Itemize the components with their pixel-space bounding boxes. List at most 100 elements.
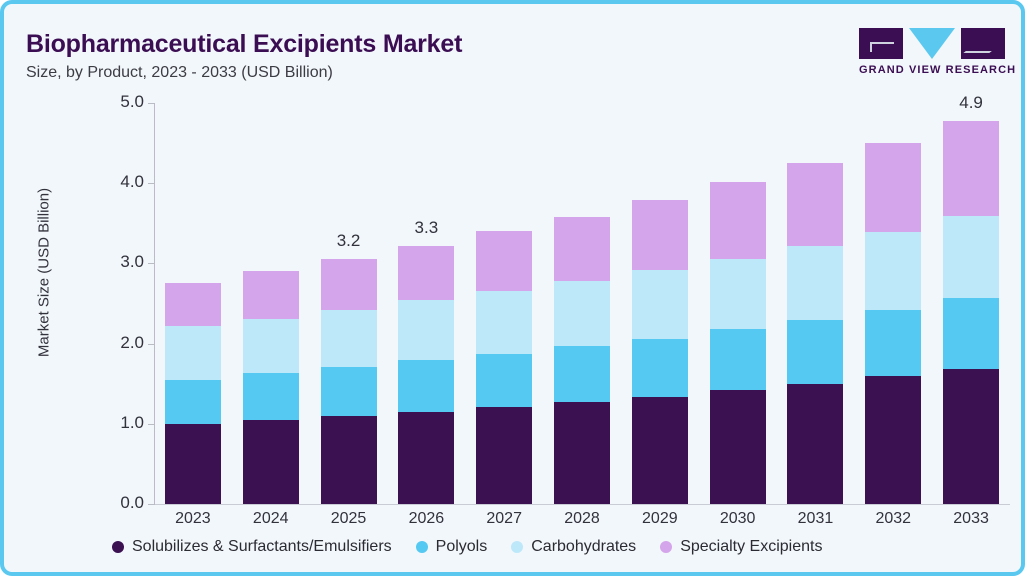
bar-segment[interactable] bbox=[943, 369, 1000, 504]
bar-segment[interactable] bbox=[554, 216, 610, 282]
bar-segment[interactable] bbox=[631, 396, 688, 504]
bar-value-label: 3.3 bbox=[414, 217, 439, 237]
bar-segment[interactable] bbox=[865, 232, 922, 310]
stacked-bar-chart: Market Size (USD Billion) 0.0 1.0 2.0 3.0 4.… bbox=[4, 4, 1021, 572]
bar-segment[interactable] bbox=[242, 271, 299, 319]
bar-stack[interactable] bbox=[554, 216, 610, 504]
bar-segment[interactable] bbox=[476, 354, 533, 407]
x-axis-tick-label: 2029 bbox=[642, 510, 678, 527]
x-axis-tick-label: 2032 bbox=[875, 510, 912, 527]
legend-label: Solubilizes & Surfactants/Emulsifiers bbox=[132, 538, 392, 555]
bar-stack[interactable] bbox=[787, 163, 844, 504]
bar-stack[interactable] bbox=[476, 231, 533, 504]
bar-segment[interactable] bbox=[865, 143, 922, 233]
y-axis-tick-label: 4.0 bbox=[120, 172, 144, 192]
bar-segment[interactable] bbox=[865, 376, 922, 504]
bar-segment[interactable] bbox=[242, 419, 299, 504]
bar-segment[interactable] bbox=[709, 258, 766, 330]
bar-segment[interactable] bbox=[164, 423, 221, 504]
bar-segment[interactable] bbox=[320, 259, 377, 310]
bar-stack[interactable] bbox=[398, 245, 455, 504]
x-axis-tick-label: 2026 bbox=[408, 510, 445, 527]
bar-segment[interactable] bbox=[631, 269, 688, 339]
legend-color-dot-icon bbox=[415, 541, 428, 553]
bar-segment[interactable] bbox=[709, 182, 766, 259]
bar-segment[interactable] bbox=[476, 406, 533, 504]
bar-segment[interactable] bbox=[320, 415, 377, 504]
legend-color-dot-icon bbox=[511, 541, 524, 553]
x-axis-line bbox=[154, 504, 1010, 505]
bar-segment[interactable] bbox=[554, 346, 610, 403]
x-axis-tick-label: 2031 bbox=[797, 510, 834, 527]
y-axis-tick-label: 2.0 bbox=[120, 332, 144, 352]
y-axis-tick-mark bbox=[148, 263, 155, 265]
bar-value-label: 4.9 bbox=[959, 93, 983, 113]
bar-segment[interactable] bbox=[320, 309, 377, 367]
y-axis-tick-mark bbox=[148, 423, 155, 425]
bar-segment[interactable] bbox=[398, 411, 455, 504]
x-axis-tick-label: 2027 bbox=[486, 510, 522, 527]
x-axis-tick-label: 2024 bbox=[252, 510, 289, 527]
legend-item[interactable]: Polyols bbox=[415, 538, 488, 556]
legend-item[interactable]: Solubilizes & Surfactants/Emulsifiers bbox=[112, 538, 392, 556]
bar-segment[interactable] bbox=[787, 383, 844, 504]
bar-segment[interactable] bbox=[787, 163, 844, 246]
y-axis-tick-label: 1.0 bbox=[120, 412, 144, 432]
bar-value-label: 3.2 bbox=[336, 231, 361, 251]
bar-segment[interactable] bbox=[164, 283, 221, 326]
x-axis-tick-label: 2033 bbox=[953, 510, 989, 527]
logo-g-block-icon bbox=[859, 28, 903, 59]
legend-color-dot-icon bbox=[112, 541, 124, 553]
bar-segment[interactable] bbox=[943, 216, 1000, 298]
bar-segment[interactable] bbox=[242, 318, 299, 374]
y-axis-tick-mark bbox=[148, 103, 155, 104]
grand-view-research-logo: GRAND VIEW RESEARCH bbox=[859, 28, 1017, 80]
bar-stack[interactable] bbox=[631, 200, 688, 504]
bar-segment[interactable] bbox=[476, 231, 533, 291]
bar-segment[interactable] bbox=[164, 325, 221, 380]
bar-segment[interactable] bbox=[709, 390, 766, 504]
logo-wordmark: GRAND VIEW RESEARCH bbox=[859, 64, 1017, 76]
x-axis-tick-label: 2030 bbox=[719, 510, 756, 527]
bar-segment[interactable] bbox=[242, 373, 299, 420]
x-axis-tick-label: 2023 bbox=[175, 510, 211, 527]
bar-segment[interactable] bbox=[943, 121, 1000, 217]
bar-segment[interactable] bbox=[865, 309, 922, 377]
bar-stack[interactable] bbox=[164, 283, 221, 504]
chart-legend: Solubilizes & Surfactants/Emulsifiers Pol… bbox=[112, 538, 822, 556]
bar-stack[interactable] bbox=[242, 271, 299, 504]
bar-segment[interactable] bbox=[787, 320, 844, 384]
bar-segment[interactable] bbox=[787, 245, 844, 321]
bar-stack[interactable] bbox=[865, 143, 922, 504]
bar-segment[interactable] bbox=[320, 366, 377, 416]
bar-segment[interactable] bbox=[164, 379, 221, 424]
bar-segment[interactable] bbox=[398, 360, 455, 412]
bar-segment[interactable] bbox=[943, 297, 1000, 370]
logo-g-notch-icon bbox=[870, 42, 894, 52]
legend-item[interactable]: Carbohydrates bbox=[511, 538, 636, 556]
logo-r-block-icon bbox=[961, 28, 1005, 59]
legend-color-dot-icon bbox=[660, 541, 673, 553]
bar-segment[interactable] bbox=[554, 402, 610, 504]
x-axis-tick-label: 2025 bbox=[330, 510, 367, 527]
y-axis-tick-mark bbox=[148, 504, 155, 505]
legend-item[interactable]: Specialty Excipients bbox=[660, 538, 822, 556]
chart-header: Biopharmaceutical Excipients Market Size… bbox=[4, 4, 1021, 96]
x-axis-tick-label: 2028 bbox=[564, 510, 600, 527]
legend-label: Polyols bbox=[435, 538, 488, 555]
bar-segment[interactable] bbox=[398, 245, 455, 301]
y-axis-tick-label: 5.0 bbox=[120, 92, 144, 111]
bar-segment[interactable] bbox=[476, 290, 533, 355]
bar-segment[interactable] bbox=[631, 200, 688, 270]
y-axis-tick-label: 3.0 bbox=[120, 252, 144, 272]
bar-stack[interactable] bbox=[943, 121, 1000, 504]
bar-segment[interactable] bbox=[709, 329, 766, 391]
legend-label: Specialty Excipients bbox=[680, 538, 823, 555]
y-axis-tick-mark bbox=[148, 343, 155, 345]
bar-segment[interactable] bbox=[554, 281, 610, 347]
bar-segment[interactable] bbox=[398, 300, 455, 361]
bar-segment[interactable] bbox=[631, 338, 688, 397]
bar-stack[interactable] bbox=[709, 182, 766, 504]
bar-stack[interactable] bbox=[320, 259, 377, 504]
